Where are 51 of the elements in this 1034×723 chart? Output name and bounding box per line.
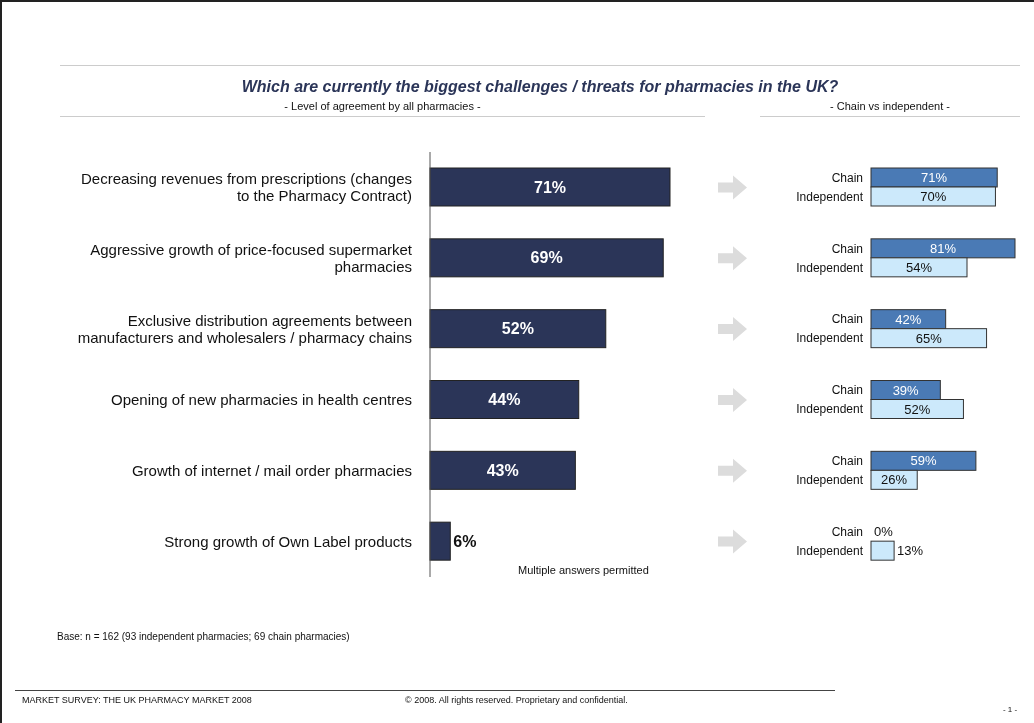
text: Chain [831,383,863,398]
bar [870,540,895,561]
data-label: 52% [501,320,534,338]
bar [429,238,664,278]
data-label: 70% [920,189,947,205]
data-label: 59% [910,453,937,469]
data-label: 0% [874,524,894,540]
chart-title: Which are currently the biggest challenges / threats for pharmacies in the UK? [240,78,840,96]
data-label: 13% [897,543,924,559]
data-label: 65% [915,330,943,346]
text: MARKET SURVEY: THE UK PHARMACY MARKET 2008 [22,695,252,705]
text: © 2008. All rights reserved. Proprietary and confidential. [405,695,628,705]
text: Independent [796,543,863,558]
data-label: 43% [486,461,519,479]
data-label: 52% [904,401,931,417]
text: Independent [796,260,863,275]
annotation: Multiple answers permitted [518,564,649,576]
text: Chain [831,241,863,256]
y-tick-label: Strong growth of Own Label products [164,533,412,551]
data-label: 71% [533,178,567,196]
series-label: Independent [796,189,864,204]
data-label: 26% [881,472,908,488]
y-tick-label: Opening of new pharmacies in health centres [110,391,412,409]
bar [429,521,451,561]
data-label: 44% [488,391,521,409]
data-label: 71% [921,170,948,186]
chart-subtitle: - Level of agreement by all pharmacies - [60,100,705,117]
data-label: 6% [453,532,477,550]
bar [429,380,580,419]
bar [429,167,671,207]
text: Chain [831,312,863,327]
y-tick-label: Exclusive distribution agreements between manufacturers and wholesalers / pharmacy chains [76,312,412,347]
text: Independent [796,473,863,488]
data-label: 69% [530,249,563,267]
y-tick-label: Aggressive growth of price-focused supermarket pharmacies [89,241,412,276]
data-label: 81% [929,240,957,256]
text: - 1 - [1002,705,1018,714]
text: Base: n = 162 (93 independent pharmacies; 69 chain pharmacies) [57,631,350,642]
bar [429,450,576,490]
chart-subtitle: - Chain vs independent - [760,100,1020,117]
text: Chain [831,454,863,469]
series-label: Chain [831,170,863,185]
y-tick-label: Decreasing revenues from prescriptions (changes to the Pharmacy Contract) [80,170,412,205]
text: Chain [831,524,863,539]
text: Independent [796,331,863,346]
data-label: 54% [905,259,933,275]
bar [429,309,607,349]
data-label: 42% [895,311,922,327]
text: Independent [796,402,863,417]
y-tick-label: Growth of internet / mail order pharmacies [131,462,412,480]
data-label: 39% [892,382,920,398]
